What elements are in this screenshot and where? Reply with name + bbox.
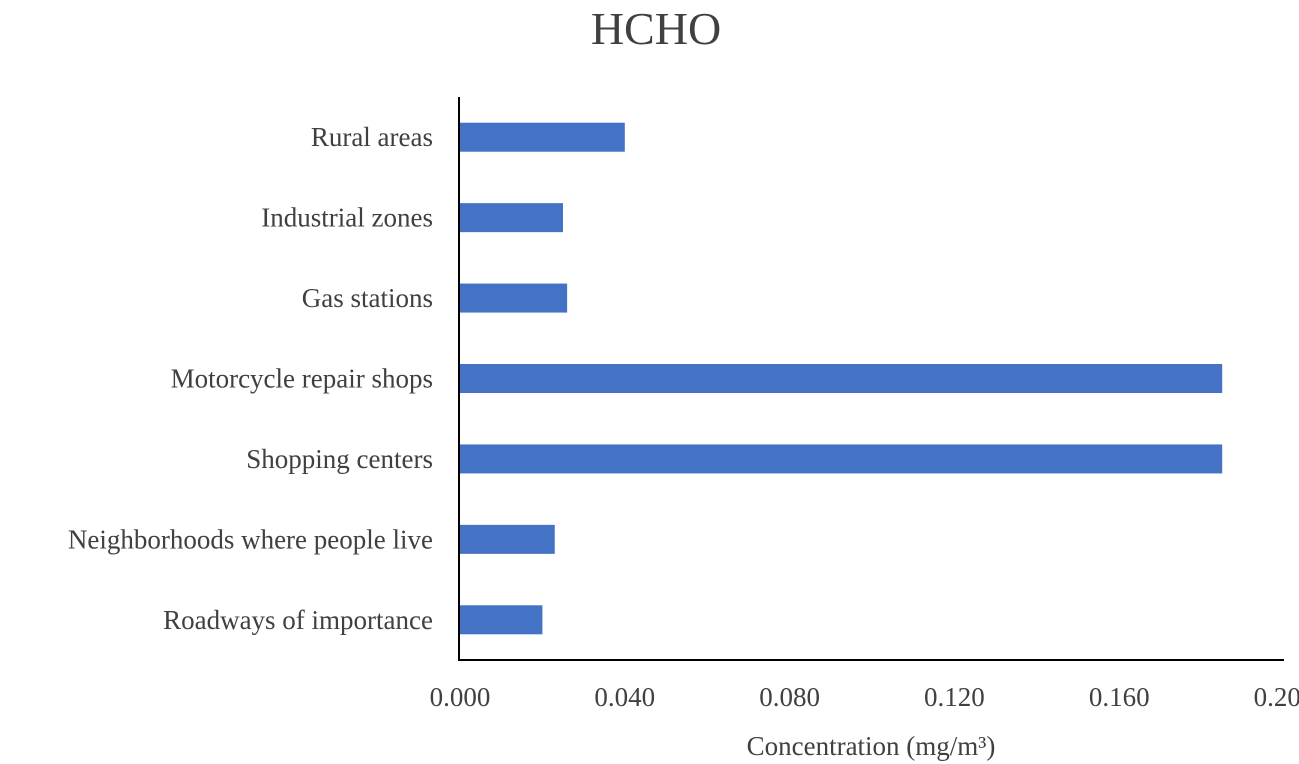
x-tick-label-4: 0.120	[924, 682, 985, 712]
category-label-7: Roadways of importance	[163, 605, 433, 635]
x-tick-label-6: 0.200	[1254, 682, 1299, 712]
bar-3	[460, 283, 568, 313]
bar-6	[460, 524, 555, 554]
x-tick-labels: 0.000 0.040 0.080 0.120 0.160 0.200	[430, 682, 1299, 712]
bar-4	[460, 364, 1223, 393]
x-axis-title: Concentration (mg/m³)	[747, 731, 996, 761]
x-tick-label-1: 0.000	[430, 682, 491, 712]
bar-5	[460, 444, 1223, 474]
x-tick-label-2: 0.040	[594, 682, 655, 712]
x-tick-label-3: 0.080	[759, 682, 820, 712]
category-label-5: Shopping centers	[246, 444, 433, 474]
bars-group	[460, 122, 1223, 635]
category-label-4: Motorcycle repair shops	[171, 364, 433, 394]
category-label-6: Neighborhoods where people live	[68, 524, 433, 554]
bar-7	[460, 605, 543, 635]
category-label-1: Rural areas	[311, 122, 433, 152]
category-label-3: Gas stations	[302, 283, 433, 313]
x-tick-label-5: 0.160	[1089, 682, 1150, 712]
category-labels: Rural areas Industrial zones Gas stations M…	[68, 122, 433, 635]
category-label-2: Industrial zones	[261, 203, 433, 233]
chart-title: HCHO	[591, 3, 721, 54]
bar-1	[460, 122, 625, 152]
bar-2	[460, 203, 563, 233]
